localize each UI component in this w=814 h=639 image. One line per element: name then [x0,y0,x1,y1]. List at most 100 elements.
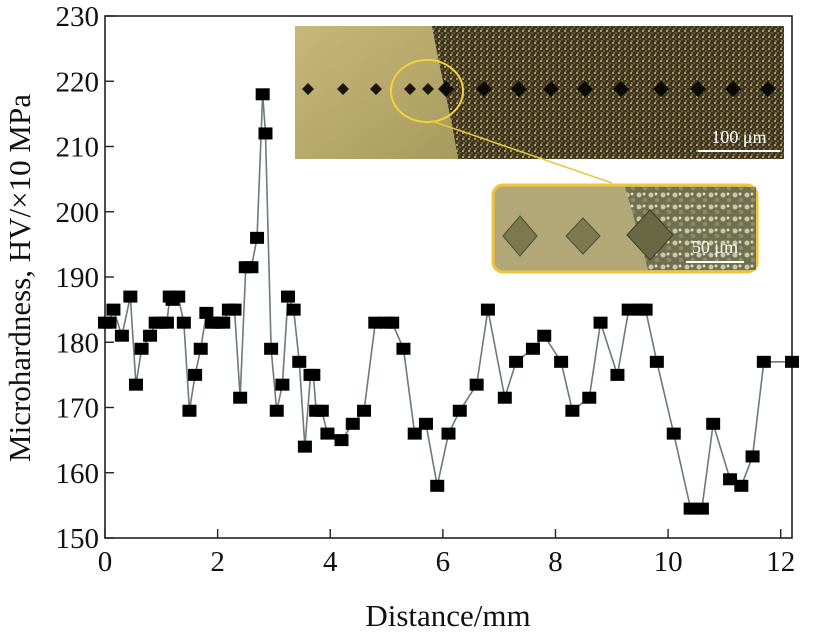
x-tick-label: 4 [323,546,338,578]
x-tick-label: 2 [210,546,225,578]
x-tick-label: 0 [98,546,113,578]
data-point [745,450,760,463]
data-point [297,440,312,453]
data-point [638,303,653,316]
y-axis-label: Microhardness, HV/×10 MPa [2,94,37,462]
data-point [582,391,597,404]
indent-mark [422,83,434,95]
data-point [694,502,709,515]
data-point [666,427,681,440]
data-point [102,316,117,329]
data-point [441,427,456,440]
indent-mark [370,83,382,95]
inset-zoom-micrograph: 50 μm [491,183,759,274]
data-point [385,316,400,329]
data-point [480,303,495,316]
data-point [357,404,372,417]
data-point [281,290,296,303]
data-point [250,231,265,244]
data-point [497,391,512,404]
highlight-ellipse [390,59,464,123]
data-point [334,434,349,447]
data-point [756,355,771,368]
data-point [227,303,242,316]
y-tick-label: 190 [56,262,100,294]
data-point [649,355,664,368]
x-tick-label: 8 [548,546,563,578]
indent-mark [543,81,559,97]
y-tick-label: 180 [56,327,100,359]
data-point [396,342,411,355]
indent-mark [511,81,527,97]
data-point [554,355,569,368]
data-point [452,404,467,417]
series-markers [98,88,799,515]
data-point [785,355,799,368]
zoom-connector [431,120,613,184]
data-point [621,303,636,316]
data-point [134,342,149,355]
y-tick-label: 150 [56,523,100,555]
data-point [306,368,321,381]
data-point [593,316,608,329]
indent-mark [438,81,454,97]
data-point [159,316,174,329]
data-point [275,378,290,391]
data-point [269,404,284,417]
y-tick-label: 200 [56,197,100,229]
indent-mark [653,81,669,97]
data-point [106,303,121,316]
indent-mark [577,81,593,97]
data-point [345,417,360,430]
y-tick-label: 220 [56,66,100,98]
indent-mark [613,81,629,97]
y-tick-label: 170 [56,393,100,425]
data-point [176,316,191,329]
data-point [216,316,231,329]
data-point [258,127,273,140]
y-tick-label: 160 [56,458,100,490]
data-point [537,329,552,342]
data-point [255,88,270,101]
indent-mark [302,83,314,95]
data-point [683,502,698,515]
data-point [368,316,383,329]
indent-mark [404,83,416,95]
data-point [193,342,208,355]
data-point [199,306,214,319]
indent-mark [760,81,776,97]
axis-ticks [104,15,782,539]
data-point [292,355,307,368]
data-point [610,368,625,381]
scale-label-100: 100 μm [711,127,766,147]
x-tick-label: 12 [766,546,795,578]
data-point [320,427,335,440]
data-point [233,391,248,404]
data-point [407,427,422,440]
data-point [128,378,143,391]
data-point [565,404,580,417]
x-tick-label: 6 [436,546,451,578]
data-point [723,473,738,486]
indent-mark [725,81,741,97]
data-point [418,417,433,430]
data-point [114,329,129,342]
data-point [430,479,445,492]
data-point [734,479,749,492]
data-point [143,329,158,342]
data-point [469,378,484,391]
data-point [706,417,721,430]
y-tick-label: 230 [56,1,100,33]
data-point [509,355,524,368]
tick-labels: 0 2 4 6 8 10 12 150 160 170 180 190 200 210 220 230 [56,1,796,578]
data-point [286,303,301,316]
x-tick-label: 10 [654,546,683,578]
indent-mark [337,83,349,95]
data-point [188,368,203,381]
data-point [525,342,540,355]
data-point [171,290,186,303]
x-axis-label: Distance/mm [365,598,530,633]
indent-mark [476,81,492,97]
